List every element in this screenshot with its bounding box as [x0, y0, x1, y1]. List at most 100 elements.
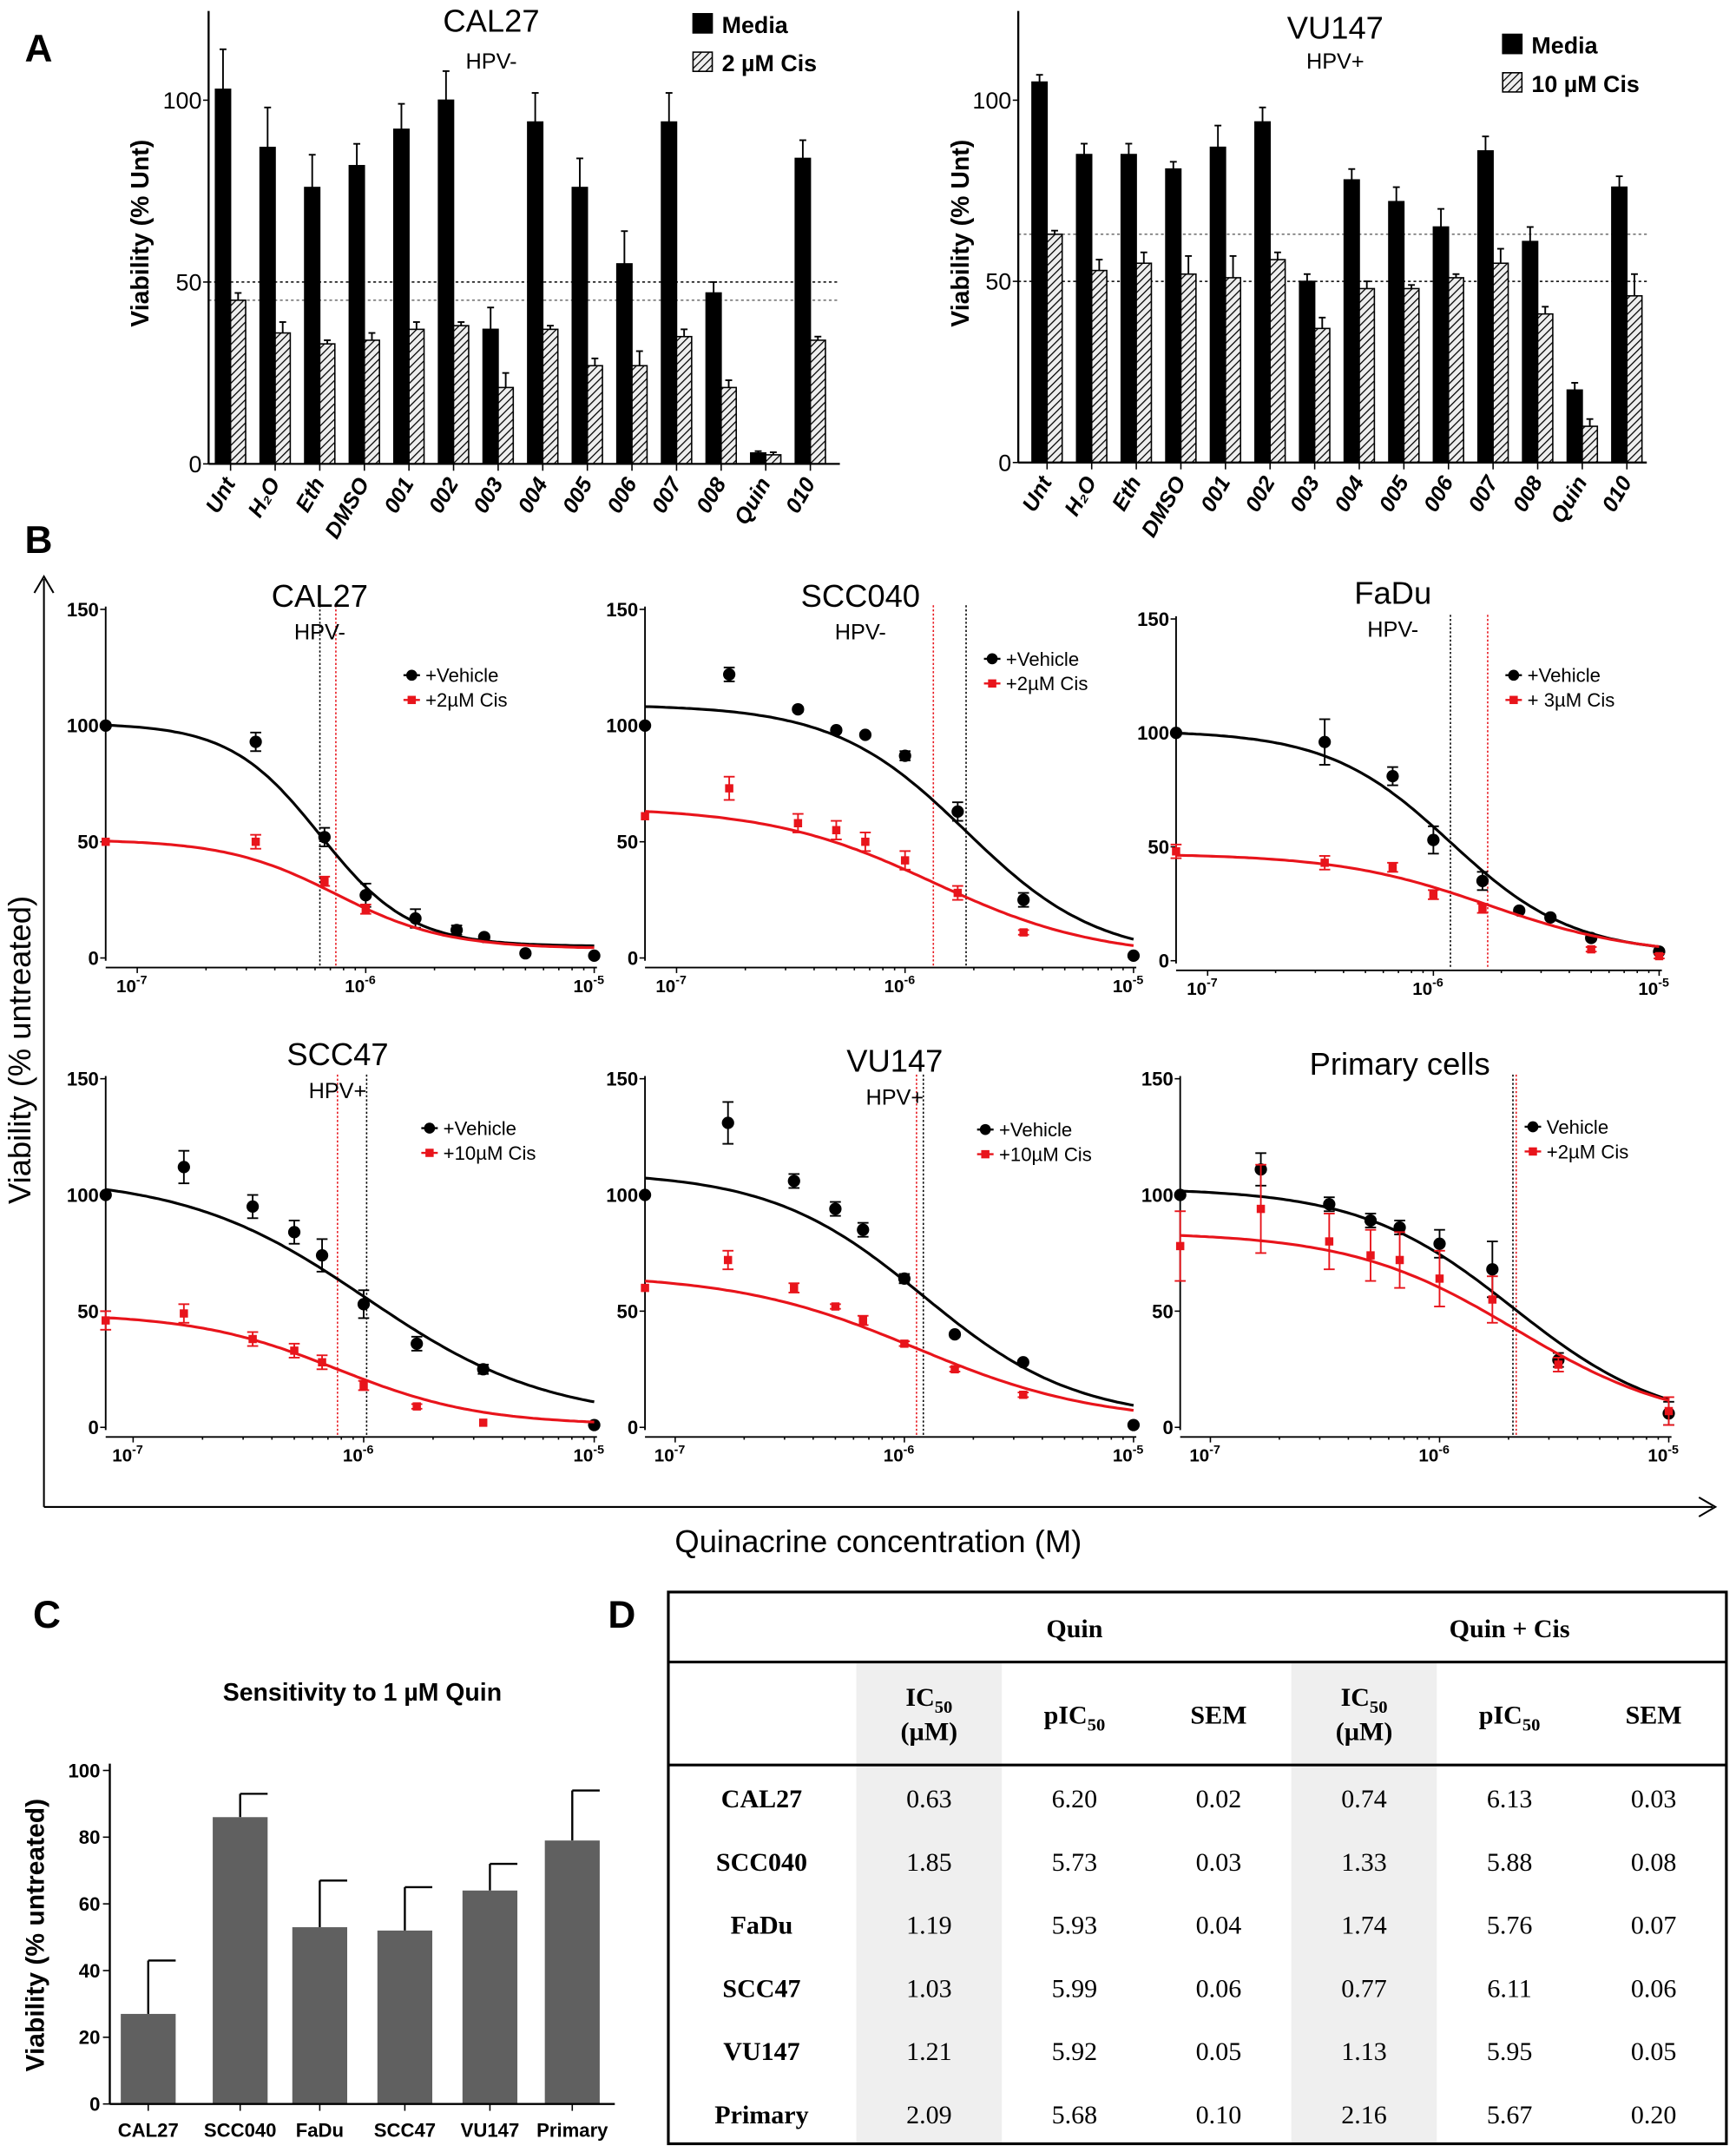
x-tick-label: 10-6 — [1418, 1443, 1450, 1465]
column-header-main: SEM — [1190, 1701, 1246, 1730]
data-point-cis — [478, 1418, 488, 1427]
x-tick-label: 007 — [1463, 471, 1503, 516]
y-tick-label: 0 — [89, 947, 99, 969]
x-tick-label: 003 — [1286, 472, 1325, 517]
bar-media — [615, 263, 633, 465]
table-cell: 5.93 — [1052, 1912, 1098, 1940]
data-point-vehicle — [898, 1272, 911, 1286]
y-tick-label: 0 — [998, 450, 1011, 476]
data-point-cis — [359, 1381, 368, 1390]
legend-label: Media — [722, 12, 789, 38]
y-tick-label: 100 — [1141, 1184, 1174, 1206]
arrowhead-up-icon — [33, 574, 55, 594]
bar-cis — [497, 386, 515, 465]
legend-label: + 3µM Cis — [1528, 689, 1615, 711]
data-point-vehicle — [830, 724, 843, 737]
y-tick-label: 80 — [79, 1826, 101, 1848]
row-label: FaDu — [731, 1912, 793, 1940]
x-tick-exponent: -6 — [1438, 1443, 1450, 1457]
x-tick-exponent: -5 — [593, 974, 604, 988]
data-point-vehicle — [792, 702, 805, 716]
column-header-main: pIC — [1044, 1701, 1088, 1730]
table-cell: 1.33 — [1341, 1848, 1387, 1877]
x-tick-label: 10-5 — [1113, 1443, 1144, 1465]
bar-cis — [542, 328, 559, 465]
legend-label: +10µM Cis — [999, 1144, 1092, 1166]
column-header-subscript: 50 — [1370, 1698, 1388, 1717]
data-point-vehicle — [638, 719, 652, 732]
data-point-vehicle — [1323, 1198, 1336, 1211]
y-tick-label: 150 — [1137, 609, 1169, 630]
y-tick-label: 50 — [176, 269, 202, 295]
x-tick-label: VU147 — [461, 2120, 520, 2142]
x-tick-exponent: -7 — [1207, 977, 1218, 990]
shaded-column — [1291, 1663, 1437, 2144]
legend-label: +Vehicle — [999, 1119, 1072, 1141]
x-tick-label: 10-6 — [884, 974, 916, 997]
table-cell: 0.08 — [1631, 1848, 1677, 1877]
data-point-cis — [1488, 1295, 1497, 1304]
bar-media — [571, 187, 589, 465]
data-point-vehicle — [249, 735, 262, 748]
chart-subtitle: HPV- — [466, 49, 517, 74]
table-cell: 1.13 — [1341, 2037, 1387, 2066]
y-axis-label: Viability (% Unt) — [127, 140, 155, 327]
bar — [121, 2013, 176, 2104]
x-tick-label: 008 — [692, 473, 732, 517]
x-tick-label: Quin — [730, 474, 776, 530]
x-tick-label: 10-7 — [1189, 1443, 1220, 1465]
table-cell: 0.06 — [1631, 1974, 1677, 2003]
y-tick-label: 50 — [1152, 1300, 1174, 1322]
table-cell: 6.20 — [1052, 1785, 1098, 1813]
data-point-vehicle — [1476, 874, 1489, 887]
data-point-vehicle — [638, 1188, 652, 1201]
table-cell: 5.67 — [1487, 2101, 1533, 2129]
x-tick-label: 005 — [1375, 471, 1415, 516]
y-tick-label: 0 — [1159, 951, 1169, 972]
x-tick-base: 10 — [1189, 1446, 1209, 1466]
bar-cis — [1225, 277, 1242, 464]
bar-media — [259, 147, 276, 465]
x-tick-base: 10 — [655, 977, 675, 997]
chart-title: SCC47 — [286, 1037, 388, 1072]
legend-marker — [424, 1122, 436, 1134]
legend-marker — [979, 1123, 991, 1135]
fit-curve-cis — [644, 1280, 1134, 1412]
legend-marker — [1508, 669, 1520, 681]
data-point-vehicle — [1016, 1356, 1029, 1369]
data-point-vehicle — [1174, 1188, 1187, 1201]
column-header: pIC50 — [1479, 1701, 1541, 1735]
data-point-cis — [723, 1255, 733, 1265]
x-tick-label: 10-5 — [1647, 1443, 1679, 1465]
table-cell: 0.20 — [1631, 2101, 1677, 2129]
data-point-vehicle — [287, 1226, 301, 1239]
x-tick-base: 10 — [654, 1446, 674, 1466]
table-cell: 0.05 — [1631, 2037, 1677, 2066]
bar-media — [794, 157, 812, 465]
table-border — [667, 1590, 1728, 2146]
legend-marker — [1527, 1121, 1539, 1133]
x-tick-exponent: -5 — [1133, 974, 1144, 988]
bar-media — [1343, 179, 1360, 464]
bar — [292, 1927, 348, 2104]
x-tick-label: 10-5 — [1113, 974, 1144, 997]
chart-subtitle: HPV+ — [1306, 49, 1364, 74]
data-point-vehicle — [99, 719, 112, 732]
x-tick-label: 10-6 — [345, 974, 376, 997]
data-point-vehicle — [951, 805, 964, 818]
data-point-cis — [1554, 1360, 1563, 1369]
shared-x-label: Quinacrine concentration (M) — [674, 1524, 1082, 1559]
table-cell: 0.04 — [1196, 1912, 1242, 1940]
bar-media — [1476, 150, 1494, 464]
bar-cis — [1090, 269, 1108, 464]
fit-curve-vehicle — [105, 723, 595, 948]
fit-curve-vehicle — [644, 1176, 1134, 1407]
data-point-cis — [725, 784, 733, 793]
data-point-vehicle — [1364, 1214, 1378, 1227]
table-cell: 1.85 — [906, 1848, 952, 1877]
data-point-cis — [793, 819, 803, 828]
data-point-cis — [900, 1339, 909, 1348]
